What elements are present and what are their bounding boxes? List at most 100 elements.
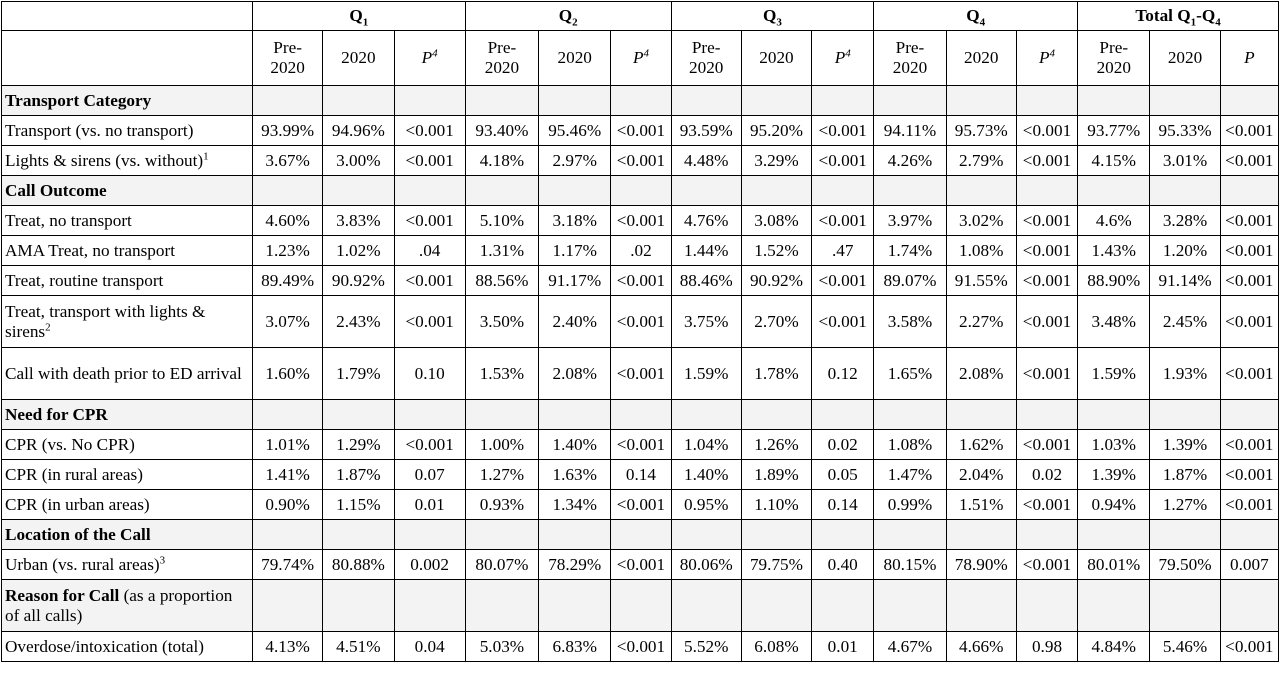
value-cell: 0.90%: [251, 489, 324, 520]
value-cell: 89.07%: [873, 265, 947, 296]
empty-cell: [1015, 175, 1079, 206]
section-title: Location of the Call: [5, 524, 151, 544]
row-label: AMA Treat, no transport: [1, 235, 253, 266]
section-row: Location of the Call: [1, 519, 1280, 550]
value-cell: 89.49%: [251, 265, 324, 296]
value-cell: 1.78%: [740, 347, 813, 400]
pre-2020-header: Pre- 2020: [464, 30, 540, 86]
empty-cell: [740, 85, 813, 116]
pre-2020-line2: 2020: [1096, 58, 1131, 77]
value-cell: <0.001: [610, 265, 672, 296]
empty-cell: [322, 579, 395, 632]
empty-cell: [251, 85, 324, 116]
empty-cell: [464, 579, 540, 632]
value-cell: 1.40%: [538, 429, 612, 460]
value-cell: 91.14%: [1149, 265, 1221, 296]
p-value-header: P: [1219, 30, 1280, 86]
value-cell: 1.23%: [251, 235, 324, 266]
empty-cell: [610, 175, 672, 206]
value-cell: 0.95%: [670, 489, 742, 520]
value-cell: 1.17%: [538, 235, 612, 266]
quarter-header-q2: Q2: [464, 1, 672, 31]
value-cell: <0.001: [610, 115, 672, 146]
empty-cell: [1015, 399, 1079, 430]
empty-cell: [610, 579, 672, 632]
value-cell: 1.39%: [1077, 459, 1151, 490]
value-cell: 4.48%: [670, 145, 742, 176]
value-cell: 80.01%: [1077, 549, 1151, 580]
value-cell: 1.20%: [1149, 235, 1221, 266]
value-cell: 1.44%: [670, 235, 742, 266]
value-cell: 1.27%: [464, 459, 540, 490]
value-cell: 0.002: [393, 549, 466, 580]
value-cell: 1.87%: [1149, 459, 1221, 490]
empty-cell: [610, 399, 672, 430]
value-cell: 2.70%: [740, 295, 813, 348]
section-title: Call Outcome: [5, 180, 107, 200]
footnote-marker: 1: [203, 149, 209, 162]
value-cell: 4.13%: [251, 631, 324, 662]
value-cell: 1.03%: [1077, 429, 1151, 460]
empty-cell: [464, 399, 540, 430]
section-title: Reason for Call: [5, 585, 120, 605]
value-cell: <0.001: [1219, 429, 1280, 460]
value-cell: <0.001: [1015, 235, 1079, 266]
table-row: CPR (in urban areas) 0.90% 1.15% 0.01 0.93% 1…: [1, 489, 1280, 520]
value-cell: 0.10: [393, 347, 466, 400]
value-cell: 2.45%: [1149, 295, 1221, 348]
section-row: Call Outcome: [1, 175, 1280, 206]
footnote-marker: 2: [45, 320, 51, 333]
value-cell: 0.94%: [1077, 489, 1151, 520]
section-label: Call Outcome: [1, 175, 253, 206]
row-label: Urban (vs. rural areas)3: [1, 549, 253, 580]
empty-cell: [740, 519, 813, 550]
value-cell: 1.63%: [538, 459, 612, 490]
p-footnote-marker: 4: [643, 47, 649, 60]
pre-2020-line1: Pre-: [895, 38, 925, 57]
value-cell: 6.83%: [538, 631, 612, 662]
value-cell: <0.001: [1015, 489, 1079, 520]
year-2020-header: 2020: [538, 30, 612, 86]
value-cell: <0.001: [610, 549, 672, 580]
value-cell: 1.02%: [322, 235, 395, 266]
value-cell: 1.52%: [740, 235, 813, 266]
row-label: Treat, no transport: [1, 205, 253, 236]
value-cell: 3.07%: [251, 295, 324, 348]
value-cell: 3.83%: [322, 205, 395, 236]
pre-2020-header: Pre- 2020: [1077, 30, 1151, 86]
empty-cell: [945, 85, 1017, 116]
value-cell: 1.79%: [322, 347, 395, 400]
value-cell: 5.46%: [1149, 631, 1221, 662]
value-cell: 0.04: [393, 631, 466, 662]
empty-cell: [873, 579, 947, 632]
value-cell: 3.28%: [1149, 205, 1221, 236]
value-cell: 1.89%: [740, 459, 813, 490]
pre-2020-line2: 2020: [484, 58, 520, 77]
value-cell: 91.55%: [945, 265, 1017, 296]
pre-2020-header: Pre- 2020: [873, 30, 947, 86]
value-cell: 2.97%: [538, 145, 612, 176]
table-row: Urban (vs. rural areas)3 79.74% 80.88% 0.00…: [1, 549, 1280, 580]
value-cell: 3.08%: [740, 205, 813, 236]
row-label-text: Treat, no transport: [5, 210, 132, 230]
value-cell: 1.47%: [873, 459, 947, 490]
pre-2020-line2: 2020: [892, 58, 928, 77]
empty-cell: [811, 519, 875, 550]
value-cell: 5.03%: [464, 631, 540, 662]
empty-cell: [322, 175, 395, 206]
row-label-text: Overdose/intoxication (total): [5, 636, 205, 656]
year-2020-label: 2020: [964, 48, 999, 67]
value-cell: 1.00%: [464, 429, 540, 460]
value-cell: 4.60%: [251, 205, 324, 236]
value-cell: 1.27%: [1149, 489, 1221, 520]
value-cell: <0.001: [610, 429, 672, 460]
value-cell: <0.001: [393, 295, 466, 348]
empty-cell: [393, 85, 466, 116]
p-value-header: P4: [393, 30, 466, 86]
row-label: CPR (in urban areas): [1, 489, 253, 520]
pre-2020-line1: Pre-: [487, 38, 517, 57]
quarter-header-q3: Q3: [670, 1, 875, 31]
table-row: Treat, no transport 4.60% 3.83% <0.001 5.10%…: [1, 205, 1280, 236]
value-cell: 0.02: [1015, 459, 1079, 490]
value-cell: 80.88%: [322, 549, 395, 580]
